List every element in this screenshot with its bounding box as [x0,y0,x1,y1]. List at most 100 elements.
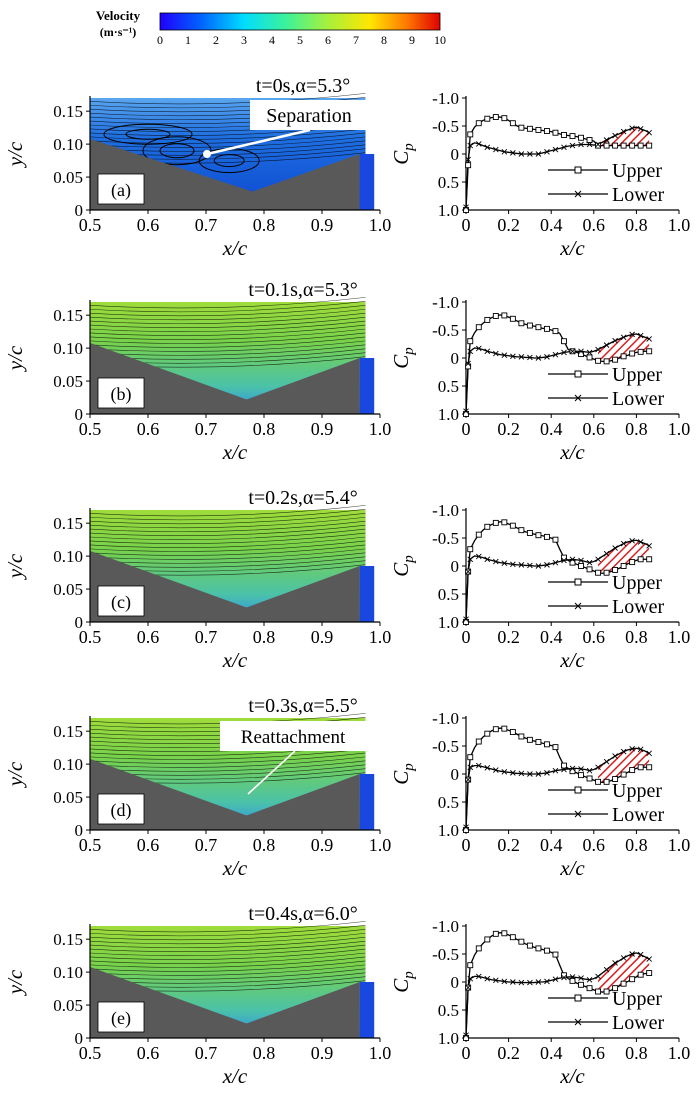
panel-label: (b) [111,384,132,405]
streamline [89,940,366,952]
cp-y-tick-label: 1.0 [438,1029,459,1048]
wake-region [359,154,375,210]
cp-upper-point [475,531,482,538]
cp-upper-point [492,726,499,733]
legend-lower-label: Lower [612,596,665,618]
flow-x-tick-label: 1.0 [369,627,392,647]
streamline [89,960,366,972]
cp-y-tick-label: 0 [451,349,460,368]
cp-upper-point [629,559,636,566]
cp-lower-point [535,355,542,361]
cp-hatched-region [598,540,650,574]
streamline [89,752,366,764]
cp-upper-point [637,971,644,978]
cp-x-tick-label: 0.4 [540,419,563,439]
cp-lower-point [569,348,576,355]
legend-lower-label: Lower [612,1012,665,1034]
cp-upper-point [526,736,533,743]
cp-lower-point [586,141,593,148]
cp-lower-point [510,353,516,360]
cp-upper-point [629,350,636,357]
cp-y-tick-label: -1.0 [432,709,459,728]
cp-upper-point [612,566,619,573]
cp-x-tick-label: 0.6 [583,419,606,439]
cp-lower-point [475,762,482,769]
cp-upper-point [509,522,516,529]
streamline [89,328,366,340]
colorbar-tick-label: 4 [269,33,275,47]
flow-x-tick-label: 1.0 [369,215,392,235]
cp-lower-point [595,973,601,980]
streamline [89,505,366,517]
panel-2: 0.5 0.6 0.7 0.8 0.9 1.000.050.100.15x/cy/ct=0… [3,487,690,672]
cp-lower-point [620,128,627,135]
flow-y-tick-label: 0.10 [53,547,83,566]
cp-lower-point [475,553,482,560]
flow-y-axis-label: y/c [3,345,27,372]
streamline [89,948,366,960]
flow-x-tick-label: 0.7 [195,1043,218,1063]
streamline [89,936,366,949]
cp-x-tick-label: 1.0 [668,1043,691,1063]
cp-x-tick-label: 1.0 [668,215,691,235]
cp-lower-point [612,337,618,344]
cp-upper-point [586,354,593,361]
flow-y-axis-label: y/c [3,969,27,996]
streamline [89,516,366,529]
cp-x-tick-label: 1.0 [668,627,691,647]
legend-upper-marker [574,578,582,586]
cp-upper-point [465,162,472,169]
streamline [89,944,366,956]
legend-upper-marker [574,994,582,1002]
cp-y-tick-label: -0.5 [432,117,459,136]
cp-lower-point [535,979,542,985]
flow-y-tick-label: 0.05 [53,580,83,599]
cp-lower-point [465,984,471,991]
cp-lower-point [467,975,474,982]
cp-upper-point [501,115,508,122]
panel-label: (d) [111,800,132,821]
colorbar-tick-label: 9 [409,33,415,47]
cp-upper-point [543,128,550,134]
cp-y-tick-label: -0.5 [432,737,459,756]
colorbar-tick-label: 1 [185,33,191,47]
cp-upper-point [463,1035,469,1041]
cp-lower-point [578,766,584,772]
cp-upper-point [535,324,542,331]
cp-upper-point [543,947,550,954]
cp-lower-point [463,616,469,623]
reattachment-label: Reattachment [241,727,346,748]
colorbar-tick-label: 10 [434,33,446,47]
cp-x-tick-label: 0 [462,1043,471,1063]
cp-upper-point [463,619,469,625]
legend-upper-label: Upper [612,780,662,802]
separation-label: Separation [266,105,352,127]
cp-lower-point [465,156,471,163]
cp-y-axis-label: Cp [389,971,417,993]
cp-upper-point [526,322,533,329]
cp-lower-point [620,334,627,341]
airfoil-shape [90,550,360,622]
cp-upper-point [595,357,602,364]
flow-y-tick-label: 0.10 [53,135,83,154]
cp-upper-point [467,962,474,969]
cp-lower-point [603,137,610,143]
cp-lower-point [535,563,542,569]
panel-label-box [97,173,145,205]
cp-upper-point [620,771,627,778]
flow-field [89,297,375,414]
flow-y-tick-label: 0 [75,821,84,840]
streamline [89,93,366,105]
cp-x-axis-label: x/c [559,1064,585,1088]
cp-lower-point [603,550,610,557]
cp-lower-point [463,204,469,211]
streamline [89,524,366,536]
streamline [89,312,366,325]
cp-lower-point [518,770,525,777]
streamline [89,320,366,332]
flow-x-tick-label: 0.9 [311,1043,334,1063]
cp-y-axis-label: Cp [389,347,417,369]
cp-lower-point [467,142,474,149]
cp-upper-point [526,530,533,536]
